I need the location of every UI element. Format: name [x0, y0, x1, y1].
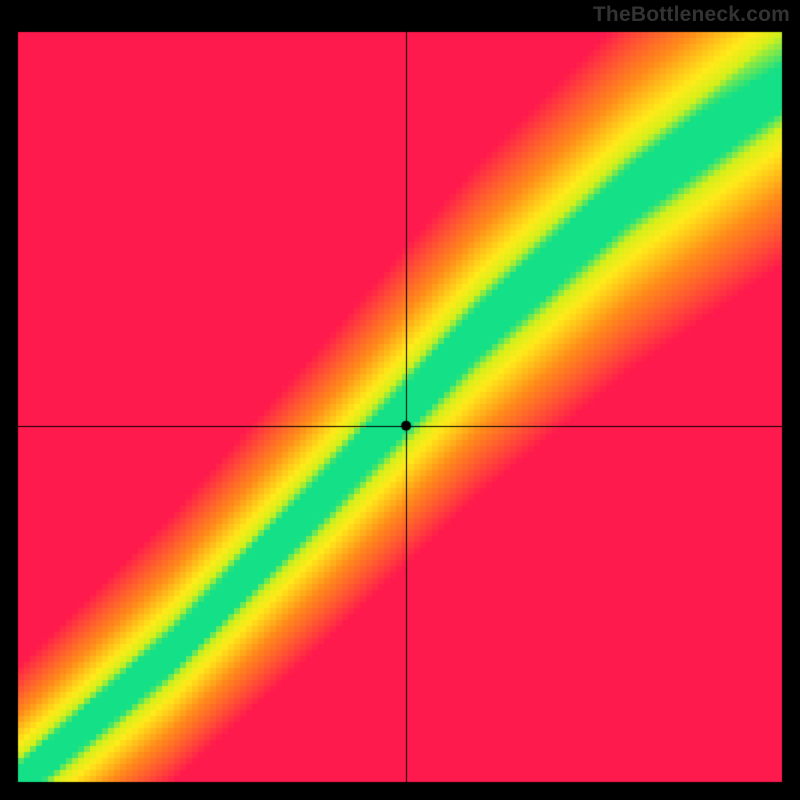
heatmap-canvas — [0, 0, 800, 800]
watermark-label: TheBottleneck.com — [593, 3, 790, 27]
chart-container: TheBottleneck.com — [0, 0, 800, 800]
